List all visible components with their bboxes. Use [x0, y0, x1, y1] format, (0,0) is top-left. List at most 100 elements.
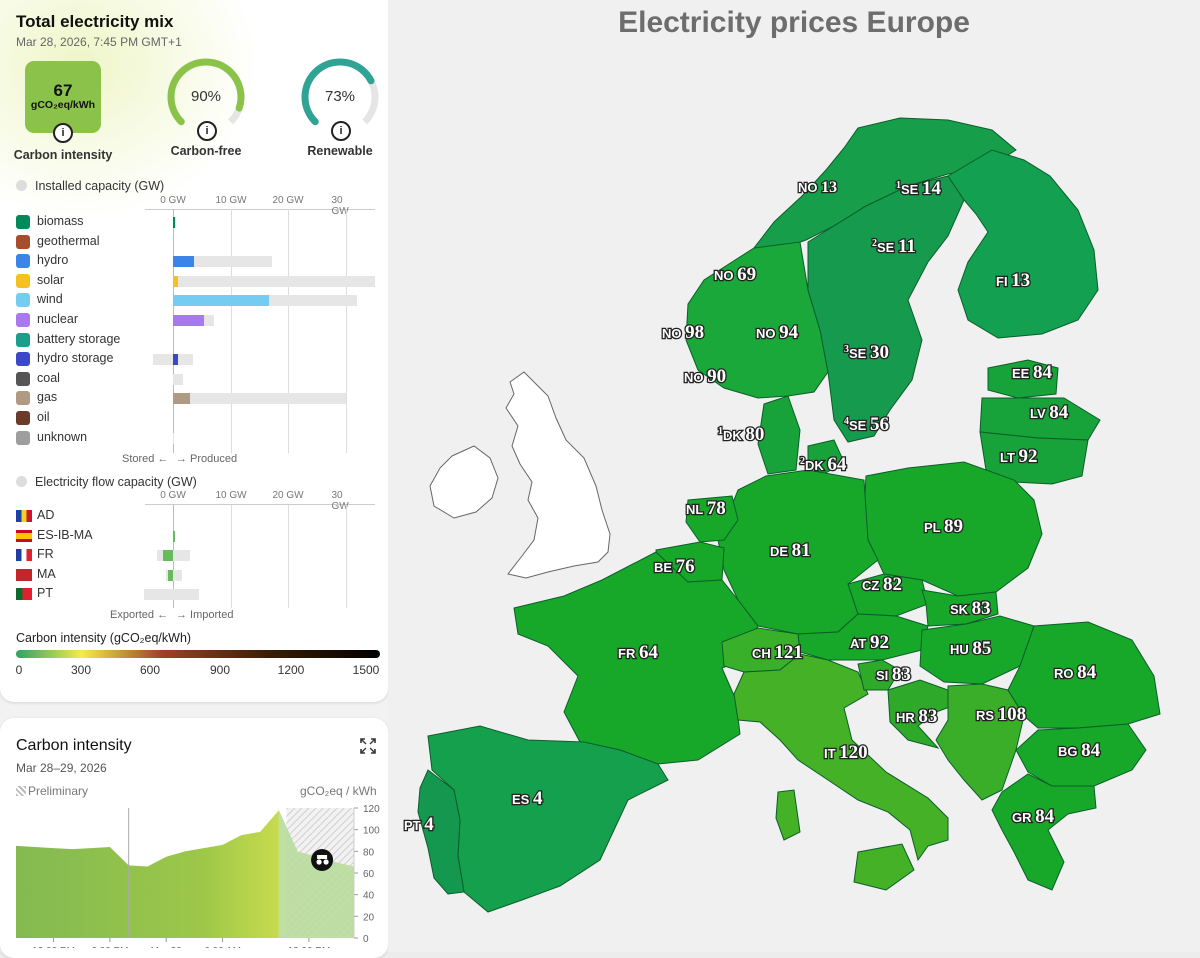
map-label-fr[interactable]: FR 64: [617, 641, 660, 665]
map-label-rs[interactable]: RS 108: [975, 703, 1028, 727]
ci-preliminary-series: [278, 810, 354, 938]
map-label-hu[interactable]: HU 85: [949, 637, 993, 661]
flow-zone-name: ES-IB-MA: [37, 527, 93, 542]
country-si: [857, 659, 901, 691]
map-label-bg[interactable]: BG 84: [1057, 739, 1102, 763]
carbon-intensity-tile[interactable]: 67 gCO₂eq/kWh: [25, 61, 101, 133]
map-label-se-4[interactable]: 4SE 56: [843, 413, 891, 437]
map-label-no[interactable]: NO 13: [797, 178, 839, 198]
installed-capacity-header[interactable]: Installed capacity (GW): [16, 179, 164, 193]
capacity-bar: [173, 393, 346, 405]
ci-area-chart[interactable]: 0 20 40 60 80 100 120 12:00 PM 6:00 PM Mar 29 6:00…: [0, 798, 388, 948]
ci-scale-tick: 600: [139, 663, 161, 677]
map-label-pt[interactable]: PT 4: [403, 813, 436, 837]
map-label-ro[interactable]: RO 84: [1053, 661, 1098, 685]
map-label-no[interactable]: NO 98: [661, 321, 706, 345]
source-name: unknown: [37, 429, 88, 444]
gridline: [346, 505, 347, 608]
map-label-lt[interactable]: LT 92: [999, 445, 1039, 469]
source-row-biomass[interactable]: biomass: [16, 214, 386, 232]
map-label-ee[interactable]: EE 84: [1011, 361, 1054, 385]
map-label-se-2[interactable]: 2SE 11: [871, 235, 918, 259]
map-label-cz[interactable]: CZ 82: [861, 573, 904, 597]
map-label-it[interactable]: IT 120: [823, 741, 869, 765]
flow-row-fr[interactable]: FR: [16, 547, 386, 565]
battery-storage-icon: [16, 332, 30, 347]
source-row-solar[interactable]: solar: [16, 273, 386, 291]
flow-bar: [173, 530, 175, 542]
source-row-unknown[interactable]: unknown: [16, 430, 386, 448]
ireland-outline: [429, 445, 499, 519]
source-name: gas: [37, 390, 58, 405]
map-title: Electricity prices Europe: [618, 6, 970, 39]
left-panel: Total electricity mix Mar 28, 2026, 7:45…: [0, 0, 388, 958]
ci-area-series: [16, 810, 279, 938]
country-es: [427, 725, 669, 913]
x-tick-label: 6:00 AM: [204, 946, 241, 948]
source-row-oil[interactable]: oil: [16, 410, 386, 428]
map-label-no[interactable]: NO 90: [683, 365, 728, 389]
source-row-battery-storage[interactable]: battery storage: [16, 332, 386, 350]
flow-row-es-ib-ma[interactable]: ES-IB-MA: [16, 528, 386, 546]
map-label-dk-2[interactable]: 2DK 64: [799, 453, 848, 477]
map-label-hr[interactable]: HR 83: [895, 705, 939, 729]
flow-zone-name: MA: [37, 566, 56, 581]
oil-icon: [16, 411, 30, 425]
source-row-hydro-storage[interactable]: hydro storage: [16, 351, 386, 369]
country-dk: [757, 395, 845, 475]
map-label-be[interactable]: BE 76: [653, 555, 696, 579]
map-label-lv[interactable]: LV 84: [1029, 401, 1070, 425]
map-label-dk-1[interactable]: 1DK 80: [717, 423, 766, 447]
map-label-no[interactable]: NO 94: [755, 321, 800, 345]
flow-capacity-header[interactable]: Electricity flow capacity (GW): [16, 475, 197, 489]
source-row-coal[interactable]: coal: [16, 371, 386, 389]
map-label-sk[interactable]: SK 83: [949, 597, 992, 621]
axis-tick-30: 30 GW: [331, 490, 349, 512]
installed-axis: 0 GW 10 GW 20 GW 30 GW: [145, 195, 375, 217]
map-label-ch[interactable]: CH 121: [751, 641, 804, 665]
price-map-panel: Electricity prices Europe: [388, 0, 1200, 952]
y-tick-label: 20: [363, 912, 375, 923]
renewable-arc: [301, 58, 379, 136]
map-label-gr[interactable]: GR 84: [1011, 805, 1056, 829]
carbon-free-label: Carbon-free: [170, 144, 242, 158]
carbon-free-gauge: [167, 58, 245, 136]
europe-map[interactable]: NO 13 1SE 14 2SE 11 FI 13 NO 69 NO 98 NO 94 NO …: [388, 0, 1200, 952]
map-label-si[interactable]: SI 83: [875, 663, 913, 687]
source-row-wind[interactable]: wind: [16, 292, 386, 310]
expand-icon[interactable]: [360, 738, 376, 754]
map-label-no[interactable]: NO 69: [713, 263, 758, 287]
axis-tick-20: 20 GW: [272, 195, 304, 206]
source-row-hydro[interactable]: hydro: [16, 253, 386, 271]
map-label-es[interactable]: ES 4: [511, 787, 545, 811]
info-icon[interactable]: i: [53, 123, 73, 143]
exported-label: Exported ←: [110, 609, 169, 621]
map-label-nl[interactable]: NL 78: [685, 497, 727, 521]
flow-row-ad[interactable]: AD: [16, 508, 386, 526]
production-bar: [173, 275, 178, 287]
flow-row-ma[interactable]: MA: [16, 567, 386, 585]
map-label-se-1[interactable]: 1SE 14: [895, 177, 943, 201]
map-label-fi[interactable]: FI 13: [995, 269, 1032, 293]
info-icon[interactable]: i: [331, 121, 351, 141]
flow-bar: [167, 569, 173, 581]
map-label-se-3[interactable]: 3SE 30: [843, 341, 891, 365]
unknown-icon: [16, 430, 30, 445]
source-row-nuclear[interactable]: nuclear: [16, 312, 386, 330]
hydro-storage-icon: [16, 352, 30, 367]
ci-chart-date: Mar 28–29, 2026: [16, 761, 107, 775]
map-label-pl[interactable]: PL 89: [923, 515, 965, 539]
info-icon[interactable]: i: [197, 121, 217, 141]
map-label-at[interactable]: AT 92: [849, 631, 891, 655]
y-tick-label: 60: [363, 869, 375, 880]
y-tick-label: 100: [363, 826, 380, 837]
source-row-geothermal[interactable]: geothermal: [16, 234, 386, 252]
gridline: [288, 209, 289, 453]
binoculars-icon[interactable]: [311, 849, 334, 871]
ci-scale-tick: 900: [209, 663, 231, 677]
map-label-de[interactable]: DE 81: [769, 539, 812, 563]
source-row-gas[interactable]: gas: [16, 390, 386, 408]
country-fi: [947, 149, 1099, 339]
flow-row-pt[interactable]: PT: [16, 586, 386, 604]
imported-label: → Imported: [176, 609, 234, 621]
